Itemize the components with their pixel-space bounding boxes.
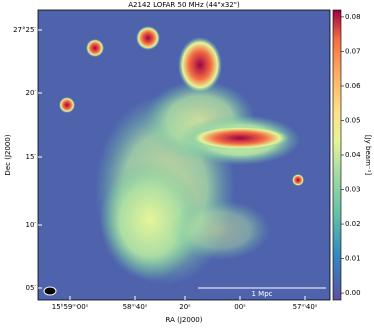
colorbar-tick-label: 0.01 — [345, 255, 361, 263]
colorbar-tick-label: 0.00 — [345, 289, 361, 297]
y-tick-label: 20′ — [26, 89, 37, 97]
x-tick-label: 15ʰ59ᵐ00ˢ — [52, 303, 89, 311]
colorbar-label: [Jy beam⁻¹] — [364, 135, 372, 176]
radio-map — [38, 10, 330, 300]
colorbar-tick-label: 0.05 — [345, 116, 361, 124]
colorbar-tick-label: 0.03 — [345, 186, 361, 194]
scale-bar-label: 1 Mpc — [251, 290, 272, 298]
colorbar-tick-label: 0.02 — [345, 220, 361, 228]
y-tick-label: 10′ — [26, 221, 37, 229]
colorbar-tick-label: 0.04 — [345, 151, 361, 159]
x-axis-label: RA (J2000) — [166, 316, 203, 324]
x-tick-label: 57ᵐ40ˢ — [293, 303, 318, 311]
colorbar-tick-label: 0.06 — [345, 82, 361, 90]
y-tick-label: 05′ — [26, 284, 37, 292]
y-axis-label: Dec (J2000) — [4, 134, 12, 175]
y-tick-label: 15′ — [26, 153, 37, 161]
y-tick-label: 27°25′ — [13, 26, 36, 34]
x-tick-label: 58ᵐ40ˢ — [123, 303, 148, 311]
x-tick-label: 20ˢ — [179, 303, 191, 311]
x-tick-label: 00ˢ — [234, 303, 246, 311]
colorbar-tick-label: 0.07 — [345, 47, 361, 55]
colorbar-tick-label: 0.08 — [345, 13, 361, 21]
title: A2142 LOFAR 50 MHz (44"x32") — [128, 1, 240, 9]
